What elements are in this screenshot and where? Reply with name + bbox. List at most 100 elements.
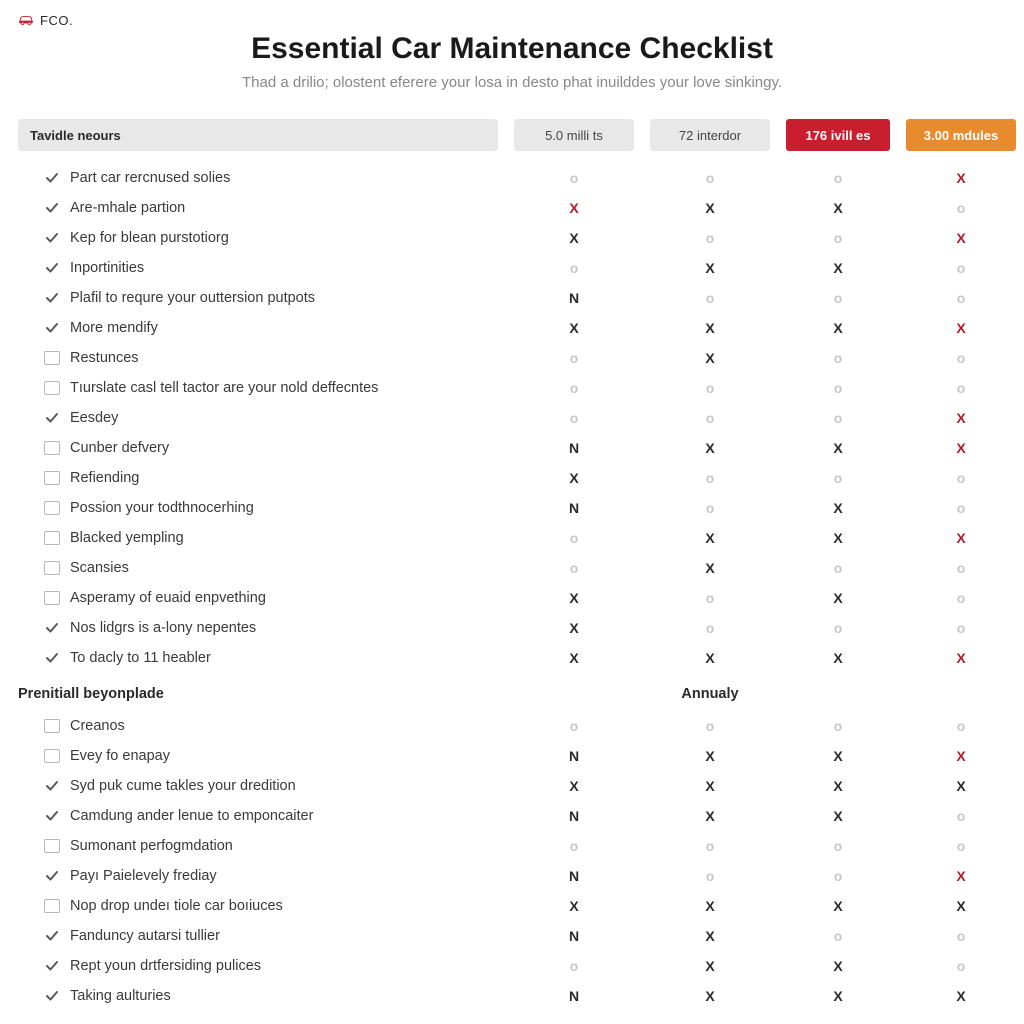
checklist-row: Camdung ander lenue to emponcaiterNXXo xyxy=(18,801,1006,831)
status-cell: X xyxy=(906,988,1016,1004)
check-icon xyxy=(44,988,60,1004)
checklist-label: Plafil to requre your outtersion putpots xyxy=(70,290,315,306)
status-cell: X xyxy=(514,620,634,636)
checklist-row: Asperamy of euaid enpvethingXoXo xyxy=(18,583,1006,613)
section-2-label: Prenitiall beyonplade xyxy=(18,686,164,702)
check-icon xyxy=(44,928,60,944)
checklist-label: Part car rercnused solies xyxy=(70,170,230,186)
checklist-row: Rept youn drtfersiding pulicesoXXo xyxy=(18,951,1006,981)
checklist-label: Nos lidgrs is a-lony nepentes xyxy=(70,620,256,636)
status-cell: o xyxy=(786,560,890,576)
status-cell: N xyxy=(514,988,634,1004)
status-cell: X xyxy=(786,958,890,974)
status-cell: X xyxy=(786,200,890,216)
status-cell: N xyxy=(514,868,634,884)
status-cell: o xyxy=(906,928,1016,944)
checklist-label: Tıurslate casl tell tactor are your nold… xyxy=(70,380,378,396)
checklist-label: Taking aulturies xyxy=(70,988,171,1004)
checklist-row: Cunber defveryNXXX xyxy=(18,433,1006,463)
status-cell: o xyxy=(786,350,890,366)
status-cell: o xyxy=(786,868,890,884)
checkbox-icon xyxy=(44,839,60,853)
checklist-row: Payı Paielevely frediayNooX xyxy=(18,861,1006,891)
column-header-1: 5.0 milli ts xyxy=(514,119,634,151)
checklist-row: Creanosoooo xyxy=(18,711,1006,741)
status-cell: o xyxy=(906,620,1016,636)
checklist-row: More mendifyXXXX xyxy=(18,313,1006,343)
checklist-label: Syd puk cume takles your dredition xyxy=(70,778,296,794)
status-cell: o xyxy=(906,260,1016,276)
status-cell: X xyxy=(906,748,1016,764)
status-cell: o xyxy=(786,470,890,486)
page-subtitle: Thad a drilio; olostent eferere your los… xyxy=(18,74,1006,91)
status-cell: X xyxy=(514,230,634,246)
status-cell: N xyxy=(514,808,634,824)
status-cell: o xyxy=(906,200,1016,216)
checklist-label: Scansies xyxy=(70,560,129,576)
status-cell: X xyxy=(786,260,890,276)
checklist-row: Nos lidgrs is a-lony nepentesXooo xyxy=(18,613,1006,643)
checklist-label: Kep for blean purstotiorg xyxy=(70,230,229,246)
brand: FCO. xyxy=(18,12,1006,28)
checklist-row: ScansiesoXoo xyxy=(18,553,1006,583)
status-cell: o xyxy=(514,530,634,546)
checklist-row: Part car rercnused soliesoooX xyxy=(18,163,1006,193)
status-cell: X xyxy=(514,898,634,914)
checklist-row: RefiendingXooo xyxy=(18,463,1006,493)
status-cell: o xyxy=(514,410,634,426)
checklist-label: Cunber defvery xyxy=(70,440,169,456)
annual-label: Annualy xyxy=(650,686,770,702)
status-cell: o xyxy=(786,380,890,396)
status-cell: X xyxy=(906,410,1016,426)
status-cell: o xyxy=(650,410,770,426)
status-cell: X xyxy=(514,778,634,794)
status-cell: X xyxy=(786,320,890,336)
status-cell: o xyxy=(906,380,1016,396)
checklist-label: Restunces xyxy=(70,350,139,366)
status-cell: o xyxy=(906,838,1016,854)
checklist-label: More mendify xyxy=(70,320,158,336)
status-cell: X xyxy=(650,928,770,944)
status-cell: X xyxy=(786,748,890,764)
status-cell: X xyxy=(650,748,770,764)
status-cell: X xyxy=(650,530,770,546)
checkbox-icon xyxy=(44,531,60,545)
checklist-row: Fanduncy autarsi tullierNXoo xyxy=(18,921,1006,951)
brand-text: FCO. xyxy=(40,13,73,28)
status-cell: X xyxy=(906,868,1016,884)
status-cell: N xyxy=(514,440,634,456)
status-cell: X xyxy=(786,590,890,606)
status-cell: X xyxy=(650,260,770,276)
car-icon xyxy=(18,12,34,28)
status-cell: N xyxy=(514,500,634,516)
status-cell: o xyxy=(650,590,770,606)
status-cell: X xyxy=(650,350,770,366)
column-headers: Tavidle neours 5.0 milli ts 72 interdor … xyxy=(18,119,1006,151)
checkbox-icon xyxy=(44,719,60,733)
page-root: FCO. Essential Car Maintenance Checklist… xyxy=(0,0,1024,1011)
checklist-label: Refiending xyxy=(70,470,139,486)
status-cell: o xyxy=(786,290,890,306)
checklist-label: Sumonant perfogmdation xyxy=(70,838,233,854)
status-cell: X xyxy=(786,440,890,456)
rows-block-2: CreanosooooEvey fo enapayNXXXSyd puk cum… xyxy=(18,711,1006,1011)
status-cell: o xyxy=(786,718,890,734)
status-cell: o xyxy=(906,470,1016,486)
status-cell: o xyxy=(906,500,1016,516)
column-header-tasks: Tavidle neours xyxy=(18,119,498,151)
check-icon xyxy=(44,778,60,794)
checklist-label: Inportinities xyxy=(70,260,144,276)
checklist-label: Creanos xyxy=(70,718,125,734)
status-cell: N xyxy=(514,290,634,306)
checklist-row: Tıurslate casl tell tactor are your nold… xyxy=(18,373,1006,403)
status-cell: N xyxy=(514,928,634,944)
checklist-row: InportinitiesoXXo xyxy=(18,253,1006,283)
checklist-row: Are-mhale partionXXXo xyxy=(18,193,1006,223)
status-cell: o xyxy=(650,170,770,186)
status-cell: X xyxy=(906,650,1016,666)
status-cell: o xyxy=(514,718,634,734)
check-icon xyxy=(44,290,60,306)
status-cell: X xyxy=(786,500,890,516)
status-cell: o xyxy=(650,470,770,486)
status-cell: X xyxy=(906,170,1016,186)
